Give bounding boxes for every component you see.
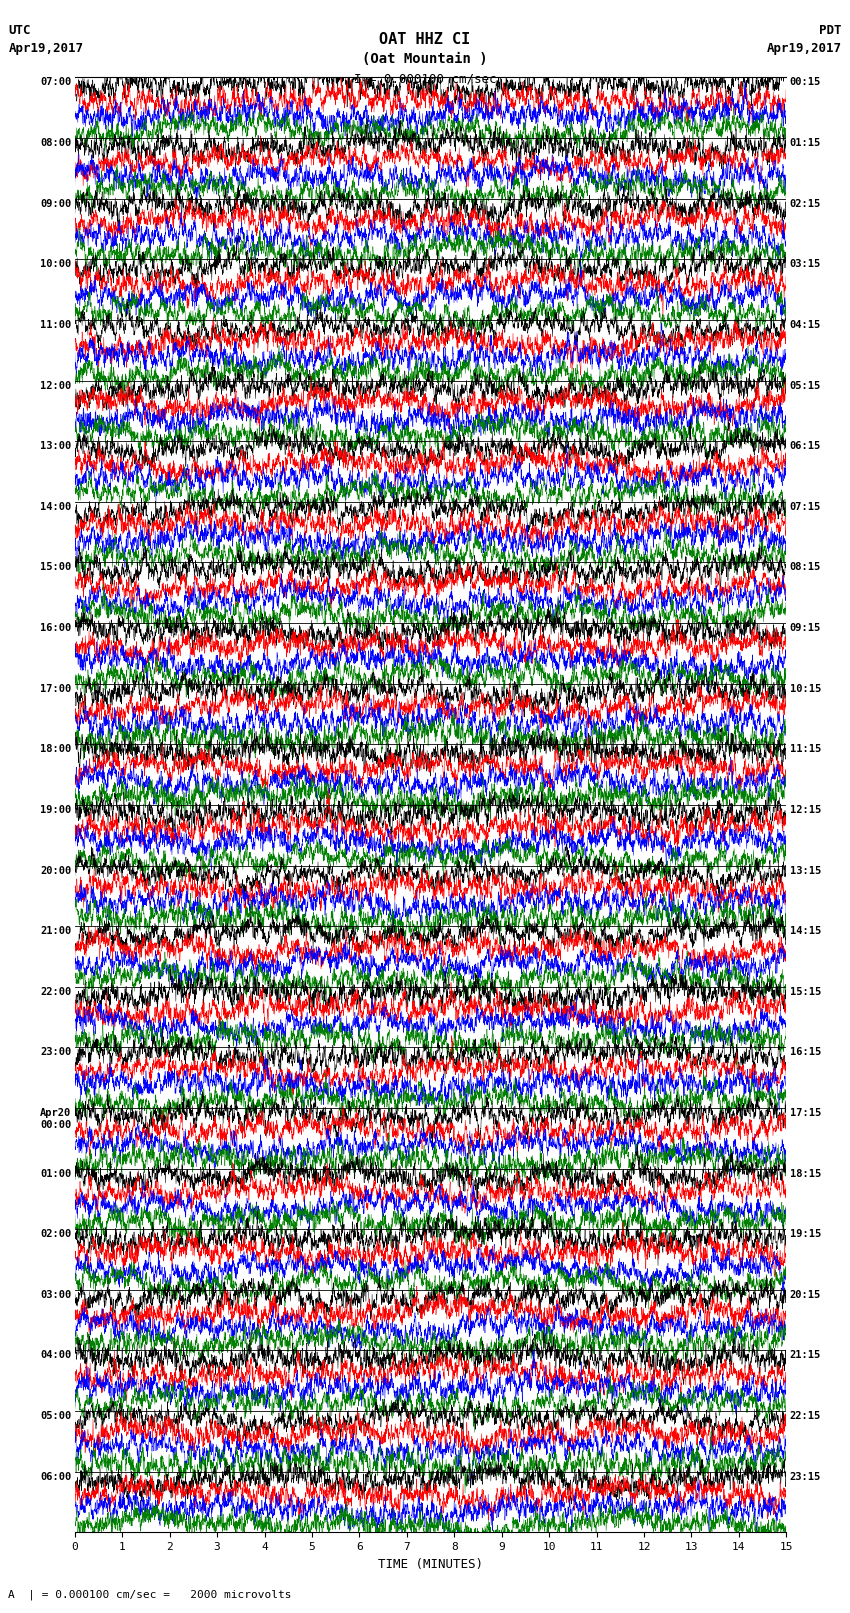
Text: 19:00: 19:00: [40, 805, 71, 815]
Text: OAT HHZ CI: OAT HHZ CI: [379, 32, 471, 47]
Text: 11:15: 11:15: [790, 744, 821, 755]
Text: A  | = 0.000100 cm/sec =   2000 microvolts: A | = 0.000100 cm/sec = 2000 microvolts: [8, 1589, 292, 1600]
Text: UTC: UTC: [8, 24, 31, 37]
Text: 17:15: 17:15: [790, 1108, 821, 1118]
Text: 06:15: 06:15: [790, 440, 821, 452]
Text: 18:15: 18:15: [790, 1168, 821, 1179]
Text: 06:00: 06:00: [40, 1471, 71, 1482]
Text: 11:00: 11:00: [40, 319, 71, 331]
Text: 07:00: 07:00: [40, 77, 71, 87]
Text: 14:00: 14:00: [40, 502, 71, 511]
Text: 12:15: 12:15: [790, 805, 821, 815]
Text: 02:00: 02:00: [40, 1229, 71, 1239]
Text: 05:00: 05:00: [40, 1411, 71, 1421]
Text: Apr20
00:00: Apr20 00:00: [40, 1108, 71, 1129]
Text: 13:15: 13:15: [790, 866, 821, 876]
Text: 18:00: 18:00: [40, 744, 71, 755]
Text: 05:15: 05:15: [790, 381, 821, 390]
Text: 21:15: 21:15: [790, 1350, 821, 1360]
Text: 02:15: 02:15: [790, 198, 821, 208]
Text: 23:00: 23:00: [40, 1047, 71, 1058]
Text: Apr19,2017: Apr19,2017: [767, 42, 842, 55]
Text: 19:15: 19:15: [790, 1229, 821, 1239]
Text: 16:00: 16:00: [40, 623, 71, 632]
Text: 08:00: 08:00: [40, 139, 71, 148]
Text: 10:00: 10:00: [40, 260, 71, 269]
Text: 10:15: 10:15: [790, 684, 821, 694]
Text: 04:15: 04:15: [790, 319, 821, 331]
Text: 09:00: 09:00: [40, 198, 71, 208]
Text: 12:00: 12:00: [40, 381, 71, 390]
Text: 09:15: 09:15: [790, 623, 821, 632]
Text: 01:00: 01:00: [40, 1168, 71, 1179]
Text: 03:15: 03:15: [790, 260, 821, 269]
Text: 23:15: 23:15: [790, 1471, 821, 1482]
Text: 21:00: 21:00: [40, 926, 71, 936]
Text: I = 0.000100 cm/sec: I = 0.000100 cm/sec: [354, 73, 496, 85]
Text: 20:00: 20:00: [40, 866, 71, 876]
X-axis label: TIME (MINUTES): TIME (MINUTES): [378, 1558, 483, 1571]
Text: (Oat Mountain ): (Oat Mountain ): [362, 52, 488, 66]
Text: 00:15: 00:15: [790, 77, 821, 87]
Text: Apr19,2017: Apr19,2017: [8, 42, 83, 55]
Text: 20:15: 20:15: [790, 1290, 821, 1300]
Text: 22:15: 22:15: [790, 1411, 821, 1421]
Text: 07:15: 07:15: [790, 502, 821, 511]
Text: 22:00: 22:00: [40, 987, 71, 997]
Text: 13:00: 13:00: [40, 440, 71, 452]
Text: 17:00: 17:00: [40, 684, 71, 694]
Text: 14:15: 14:15: [790, 926, 821, 936]
Text: 08:15: 08:15: [790, 563, 821, 573]
Text: PDT: PDT: [819, 24, 842, 37]
Text: 16:15: 16:15: [790, 1047, 821, 1058]
Text: 15:00: 15:00: [40, 563, 71, 573]
Text: 01:15: 01:15: [790, 139, 821, 148]
Text: 04:00: 04:00: [40, 1350, 71, 1360]
Text: 03:00: 03:00: [40, 1290, 71, 1300]
Text: 15:15: 15:15: [790, 987, 821, 997]
